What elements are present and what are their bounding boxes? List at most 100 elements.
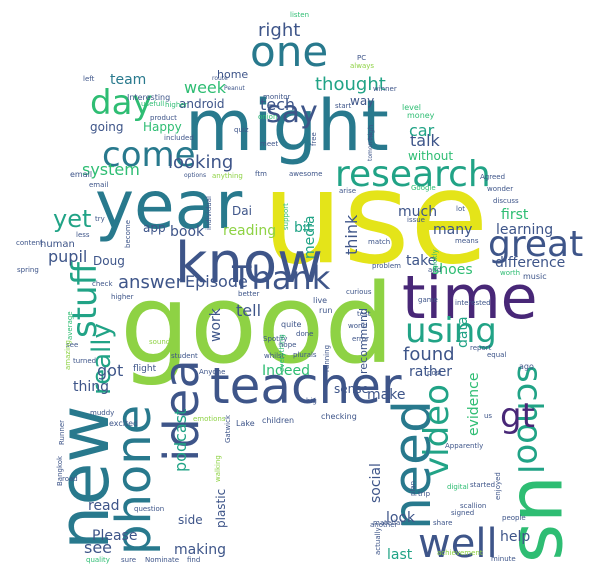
cloud-word-gt: gt	[500, 396, 535, 436]
cloud-word-going: going	[90, 120, 124, 134]
cloud-word-material: material	[373, 519, 402, 527]
cloud-word-less: less	[76, 231, 90, 239]
cloud-word-teacher: teacher	[210, 357, 402, 415]
cloud-word-discuss: discuss	[493, 197, 519, 205]
cloud-word-average: average	[66, 311, 74, 340]
cloud-word-onion: onion	[258, 113, 277, 121]
cloud-word-idea: idea	[154, 359, 210, 462]
cloud-word-try: try	[95, 215, 105, 223]
cloud-word-indeed: Indeed	[262, 363, 310, 379]
cloud-word-make: make	[367, 387, 405, 403]
cloud-word-android: android	[179, 97, 225, 111]
cloud-word-many: many	[433, 222, 472, 238]
cloud-word-equal: equal	[487, 351, 506, 359]
cloud-word-arise: arise	[339, 187, 356, 195]
cloud-word-meet: meet	[260, 140, 278, 148]
cloud-word-add: add	[428, 266, 441, 274]
cloud-word-test: test	[357, 310, 371, 318]
cloud-word-match: match	[368, 238, 390, 246]
cloud-word-social: social	[368, 463, 384, 503]
cloud-word-found: found	[403, 344, 455, 365]
cloud-word-take: take	[406, 253, 436, 269]
cloud-word-day: day	[90, 83, 153, 123]
cloud-word-included: included	[164, 134, 194, 142]
cloud-word-quite: quite	[281, 320, 302, 329]
cloud-word-dai: Dai	[232, 204, 252, 218]
cloud-word-student: student	[171, 352, 198, 360]
cloud-word-anything: anything	[212, 172, 243, 180]
cloud-word-human: human	[40, 239, 75, 250]
cloud-word-work: work	[208, 307, 224, 342]
cloud-word-pc: PC	[357, 54, 366, 62]
cloud-word-big: big	[306, 397, 317, 405]
cloud-word-peanut: Peanut	[224, 85, 245, 92]
cloud-word-hope: hope	[279, 341, 296, 349]
cloud-word-winner: winner	[373, 85, 397, 93]
cloud-word-agreed: Agreed	[480, 173, 505, 181]
cloud-word-bangkok: Bangkok	[56, 455, 64, 486]
cloud-word-research: research	[335, 154, 491, 195]
cloud-word-nominate: Nominate	[145, 556, 179, 564]
cloud-word-phone: phone	[106, 405, 162, 555]
cloud-word-muddy: muddy	[90, 409, 114, 417]
cloud-word-email: email	[89, 181, 108, 189]
cloud-word-awesome: awesome	[289, 170, 322, 178]
cloud-word-bit: bit	[294, 220, 313, 236]
cloud-word-tell: tell	[236, 301, 261, 320]
cloud-word-whilst: whilst	[264, 352, 285, 360]
cloud-word-excited: excited	[109, 419, 138, 428]
cloud-word-find: find	[187, 556, 200, 564]
cloud-word-answer: answer	[118, 272, 184, 293]
cloud-word-options: options	[184, 172, 206, 179]
cloud-word-runner: Runner	[58, 420, 66, 445]
cloud-word-done: done	[296, 330, 313, 338]
cloud-word-read: read	[88, 498, 120, 514]
cloud-word-think: think	[342, 214, 361, 255]
cloud-word-music: music	[523, 272, 547, 281]
cloud-word-started: started	[470, 481, 495, 489]
cloud-word-run: run	[319, 306, 332, 315]
cloud-word-live: live	[313, 296, 327, 305]
cloud-word-reading: reading	[223, 223, 276, 239]
cloud-word-achievement: achievement	[437, 549, 483, 557]
cloud-word-time: time	[402, 263, 538, 333]
cloud-word-thing: thing	[73, 379, 109, 395]
cloud-word-tomorrow: tomorrow	[367, 132, 374, 161]
cloud-word-walking: walking	[214, 455, 222, 482]
cloud-word-please: Please	[92, 528, 137, 544]
cloud-word-wonder: wonder	[487, 185, 513, 193]
cloud-word-recommend: recommend	[357, 308, 370, 374]
cloud-word-checking: checking	[321, 412, 357, 421]
cloud-word-ftm: ftm	[255, 170, 267, 178]
cloud-word-week: week	[184, 78, 227, 97]
cloud-word-content: content	[16, 239, 43, 247]
cloud-word-great: great	[488, 224, 583, 265]
cloud-word-sure: sure	[121, 556, 136, 564]
cloud-word-plan: plan	[409, 481, 417, 496]
cloud-word-world: world	[348, 322, 367, 330]
cloud-word-quickly: quickly	[431, 249, 439, 274]
cloud-word-apparently: Apparently	[445, 442, 483, 450]
cloud-word-share: share	[433, 519, 452, 527]
cloud-word-come: come	[102, 135, 196, 175]
cloud-word-amazing: amazing	[64, 340, 72, 370]
cloud-word-talk: talk	[410, 131, 441, 150]
cloud-word-episode: Episode	[185, 272, 248, 291]
cloud-word-error: error	[352, 335, 369, 343]
cloud-word-level: level	[402, 103, 421, 112]
cloud-word-issue: issue	[407, 216, 425, 224]
cloud-word-see: see	[66, 341, 78, 349]
cloud-word-spotify: Spotify	[263, 335, 287, 343]
cloud-word-left: left	[83, 75, 95, 83]
cloud-word-sound: sound	[149, 338, 170, 346]
cloud-word-team: team	[110, 72, 146, 88]
cloud-word-using: using	[405, 311, 497, 351]
cloud-word-thank: Thank	[231, 259, 331, 297]
cloud-word-minute: minute	[491, 555, 516, 563]
cloud-word-doug: Doug	[93, 254, 125, 268]
cloud-word-much: much	[398, 204, 437, 220]
cloud-word-digital: digital	[447, 483, 469, 491]
cloud-word-curious: curious	[346, 288, 372, 296]
